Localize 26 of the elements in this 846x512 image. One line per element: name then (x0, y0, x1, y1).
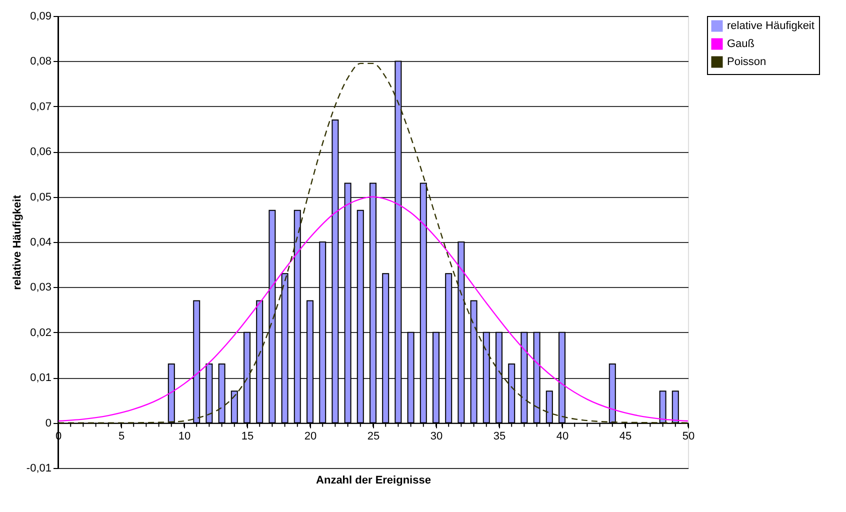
x-tick-label: 15 (241, 430, 254, 442)
y-tick-label: -0,01 (26, 462, 52, 474)
x-tick-label: 40 (556, 430, 569, 442)
legend-label: Gauß (727, 38, 755, 50)
y-tick-label: 0,04 (30, 236, 52, 248)
y-tick-label: 0,07 (30, 100, 52, 113)
y-axis-title: relative Häufigkeit (11, 194, 24, 290)
y-tick-label: 0,08 (30, 56, 52, 68)
x-tick-label: 5 (118, 430, 125, 442)
x-tick-label: 50 (682, 430, 695, 442)
x-tick-label: 20 (304, 430, 317, 442)
x-tick-label: 25 (367, 430, 380, 442)
x-tick-label: 45 (619, 430, 632, 442)
x-tick-label: 35 (493, 430, 506, 442)
legend-label: Poisson (727, 56, 766, 68)
legend-label: relative Häufigkeit (727, 20, 814, 32)
y-tick-label: 0,02 (30, 326, 52, 339)
x-tick-label: 30 (430, 430, 443, 442)
x-tick-label: 10 (178, 430, 191, 442)
x-axis-title: Anzahl der Ereignisse (316, 474, 431, 486)
y-tick-label: 0 (45, 417, 52, 430)
y-tick-label: 0,03 (30, 282, 52, 294)
y-tick-label: 0,05 (30, 191, 52, 204)
y-tick-label: 0,06 (30, 146, 52, 158)
y-tick-label: 0,01 (30, 372, 52, 384)
y-tick-label: 0,09 (30, 10, 52, 22)
